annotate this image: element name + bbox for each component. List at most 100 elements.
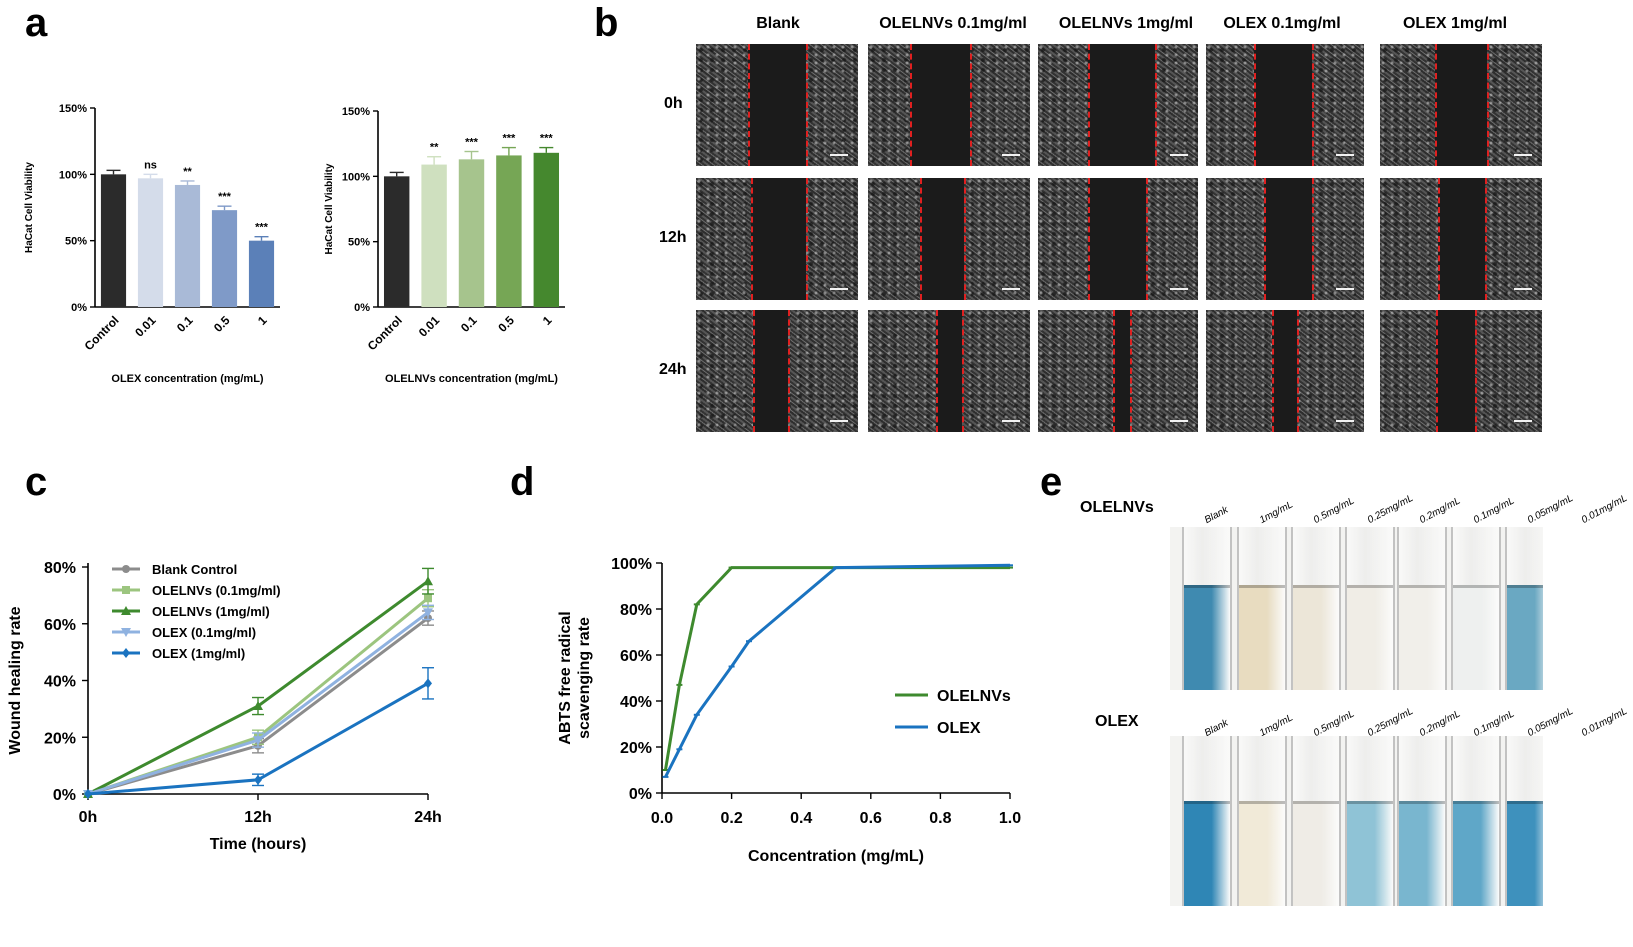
wound-edge-line xyxy=(1272,310,1274,432)
y-tick-label: 0% xyxy=(629,786,652,803)
legend-marker xyxy=(122,648,130,658)
tube-label: 1mg/mL xyxy=(1257,712,1295,739)
scratch-gap xyxy=(1438,178,1485,300)
micrograph-image xyxy=(868,178,1030,300)
data-point xyxy=(253,701,263,711)
row-header: 24h xyxy=(659,361,687,378)
tube-liquid xyxy=(1239,585,1285,690)
wound-edge-line xyxy=(1297,310,1299,432)
bar xyxy=(533,152,560,307)
wound-edge-line xyxy=(920,178,922,300)
wound-edge-line xyxy=(806,178,808,300)
significance-label: *** xyxy=(255,222,269,234)
row-header: 12h xyxy=(659,229,687,246)
bar xyxy=(421,164,447,307)
legend-label: Blank Control xyxy=(152,562,237,577)
scale-bar xyxy=(1514,288,1532,290)
significance-label: *** xyxy=(540,133,554,145)
scratch-gap xyxy=(748,44,806,166)
chart-d-abts-scavenging: 0% 20% 40% 60% 80% 100% 0.0 0.2 0.4 0.6 0.8 1.0 Conc… xyxy=(557,556,1021,865)
scratch-gap xyxy=(1272,310,1297,432)
tube-liquid xyxy=(1453,585,1499,690)
x-tick-label: 1 xyxy=(255,313,270,328)
scale-bar xyxy=(1002,420,1020,422)
bar xyxy=(211,210,238,307)
wound-edge-line xyxy=(1088,44,1090,166)
tube-photo xyxy=(1170,527,1543,690)
panel-letter-e: e xyxy=(1040,460,1063,504)
panel-letter-c: c xyxy=(25,460,48,504)
micrograph-image xyxy=(1380,44,1542,166)
legend-marker xyxy=(121,628,131,637)
test-tube xyxy=(1345,527,1395,690)
x-tick-label: 0h xyxy=(79,809,98,826)
data-point xyxy=(423,608,433,618)
y-axis-title: Wound healing rate xyxy=(7,606,24,754)
y-tick-label: 50% xyxy=(65,236,87,248)
scratch-gap xyxy=(1113,310,1130,432)
wound-edge-line xyxy=(936,310,938,432)
tube-label: 0.05mg/mL xyxy=(1525,492,1576,526)
x-tick-label: 0.0 xyxy=(651,810,673,827)
x-tick-label: 0.1 xyxy=(174,313,196,335)
test-tube xyxy=(1237,527,1287,690)
significance-label: *** xyxy=(502,133,516,145)
scratch-gap xyxy=(920,178,964,300)
tube-label: 0.5mg/mL xyxy=(1311,708,1357,739)
significance-label: ** xyxy=(430,142,439,154)
test-tube xyxy=(1291,736,1341,906)
x-tick-label: 12h xyxy=(244,809,272,826)
scratch-gap xyxy=(1436,310,1475,432)
tube-liquid xyxy=(1507,585,1543,690)
scale-bar xyxy=(830,288,848,290)
wound-edge-line xyxy=(806,44,808,166)
micrograph-image xyxy=(696,178,858,300)
wound-edge-line xyxy=(1155,44,1157,166)
column-header: OLEX 0.1mg/ml xyxy=(1223,15,1341,32)
significance-label: ** xyxy=(183,166,192,178)
wound-edge-line xyxy=(1264,178,1266,300)
scale-bar xyxy=(1170,154,1188,156)
y-tick-label: 150% xyxy=(59,103,87,115)
x-axis-title: Time (hours) xyxy=(210,836,307,853)
tube-liquid xyxy=(1453,801,1499,906)
micrograph-image xyxy=(1038,310,1198,432)
tube-label: 0.2mg/mL xyxy=(1417,495,1463,526)
scratch-gap xyxy=(1088,178,1146,300)
micrograph-image xyxy=(868,310,1030,432)
wound-edge-line xyxy=(1475,310,1477,432)
data-point xyxy=(424,594,432,603)
bar xyxy=(174,184,201,307)
chart-a-left-viability-olex: 0% 50% 100% 150% Control ns 0.01 ** 0.1 *** 0.5 ***… xyxy=(24,103,280,385)
data-point xyxy=(254,774,262,785)
tube-label: 0.01mg/mL xyxy=(1579,705,1630,739)
y-tick-label: 40% xyxy=(620,694,652,711)
y-tick-label: 100% xyxy=(59,169,87,181)
significance-label: ns xyxy=(144,159,157,171)
data-point xyxy=(424,678,432,689)
data-point xyxy=(253,736,263,746)
y-axis-title: HaCat Cell Viability xyxy=(24,162,35,253)
tube-liquid xyxy=(1293,801,1339,906)
wound-edge-line xyxy=(1254,44,1256,166)
y-tick-label: 50% xyxy=(348,237,370,249)
tube-label: 0.01mg/mL xyxy=(1579,492,1630,526)
test-tube xyxy=(1505,736,1543,906)
wound-edge-line xyxy=(1088,178,1090,300)
x-axis-title: OLELNVs concentration (mg/mL) xyxy=(385,373,558,385)
tube-label: 0.2mg/mL xyxy=(1417,708,1463,739)
bar xyxy=(137,178,164,307)
y-tick-label: 40% xyxy=(44,674,76,691)
scratch-gap xyxy=(1264,178,1312,300)
column-header: Blank xyxy=(756,15,800,32)
tube-label: Blank xyxy=(1202,504,1231,526)
x-tick-label: 0.8 xyxy=(929,810,951,827)
wound-edge-line xyxy=(910,44,912,166)
tube-liquid xyxy=(1399,801,1445,906)
scratch-gap xyxy=(1254,44,1312,166)
wound-edge-line xyxy=(1435,44,1437,166)
y-tick-label: 100% xyxy=(342,171,370,183)
x-axis-title: OLEX concentration (mg/mL) xyxy=(111,373,264,385)
micrograph-image xyxy=(696,44,858,166)
scale-bar xyxy=(1002,288,1020,290)
